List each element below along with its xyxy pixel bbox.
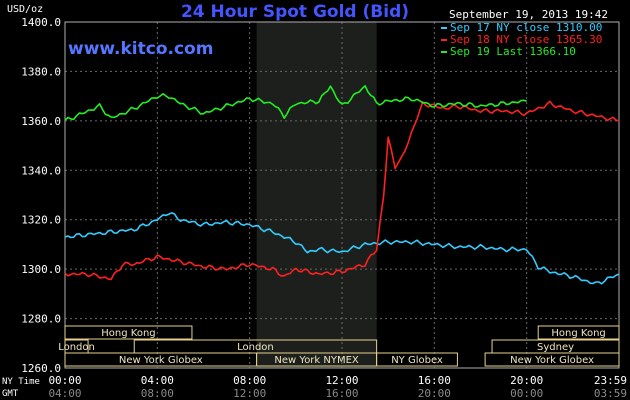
- y-tick-label: 1400.0: [21, 16, 61, 29]
- legend-entry: Sep 18 NY close 1365.30: [450, 33, 602, 46]
- session-box: [64, 325, 193, 340]
- y-tick-label: 1260.0: [21, 362, 61, 375]
- series-line-3: [64, 85, 527, 121]
- trading-sessions: Hong Kong Hong Kong London London Sydney New …: [58, 325, 620, 367]
- session-label: New York NYMEX: [274, 355, 359, 366]
- x-tick-label-gmt: 12:00: [233, 387, 266, 400]
- x-tick-label-ny: 00:00: [48, 374, 81, 387]
- series-line-1: [64, 212, 620, 285]
- session-label: NY Globex: [391, 355, 443, 366]
- chart-title: 24 Hour Spot Gold (Bid): [181, 2, 409, 22]
- x-tick-label-gmt: 20:00: [418, 387, 451, 400]
- y-tick-label: 1340.0: [21, 164, 61, 177]
- y-axis: 1400.0 1380.0 1360.0 1340.0 1320.0 1300.0 1280…: [21, 16, 61, 375]
- x-tick-label-gmt: 08:00: [141, 387, 174, 400]
- session-label: New York Globex: [119, 355, 203, 366]
- y-tick-label: 1320.0: [21, 214, 61, 227]
- series-line-2: [64, 100, 620, 281]
- legend-entry: Sep 19 Last 1366.10: [450, 45, 576, 58]
- session-label: Hong Kong: [551, 328, 605, 339]
- plot-frame: [64, 21, 620, 369]
- session-box: [484, 352, 620, 367]
- legend-entry: Sep 17 NY close 1310.00: [450, 21, 602, 34]
- x-tick-label-gmt: 04:00: [48, 387, 81, 400]
- y-tick-label: 1360.0: [21, 115, 61, 128]
- session-label: New York Globex: [510, 355, 594, 366]
- y-tick-label: 1300.0: [21, 263, 61, 276]
- session-label: Hong Kong: [101, 328, 155, 339]
- x-tick-label-gmt: 16:00: [325, 387, 358, 400]
- x-tick-label-ny: 20:00: [510, 374, 543, 387]
- kitco-watermark: www.kitco.com: [68, 39, 213, 59]
- session-label: London: [58, 342, 95, 353]
- x-tick-label-ny: 04:00: [141, 374, 174, 387]
- x-tick-label-ny: 08:00: [233, 374, 266, 387]
- nymex-session-band: [256, 22, 377, 368]
- x-tick-label-gmt: 03:59: [594, 387, 627, 400]
- session-label: Sydney: [537, 342, 574, 353]
- y-unit-label: USD/oz: [7, 4, 43, 15]
- x-tick-label-ny: 23:59: [594, 374, 627, 387]
- session-box: [537, 325, 620, 340]
- ny-time-label: NY Time: [2, 377, 40, 387]
- gmt-label: GMT: [2, 389, 19, 399]
- y-tick-label: 1280.0: [21, 313, 61, 326]
- timestamp: September 19, 2013 19:42: [449, 8, 608, 21]
- x-tick-label-ny: 16:00: [418, 374, 451, 387]
- x-tick-label-gmt: 00:00: [510, 387, 543, 400]
- y-tick-label: 1380.0: [21, 65, 61, 78]
- session-box: [376, 352, 458, 367]
- x-tick-label-ny: 12:00: [325, 374, 358, 387]
- x-axis: 00:0004:0004:0008:0008:0012:0012:0016:00…: [48, 374, 627, 400]
- session-label: London: [237, 342, 274, 353]
- price-series: [64, 85, 620, 285]
